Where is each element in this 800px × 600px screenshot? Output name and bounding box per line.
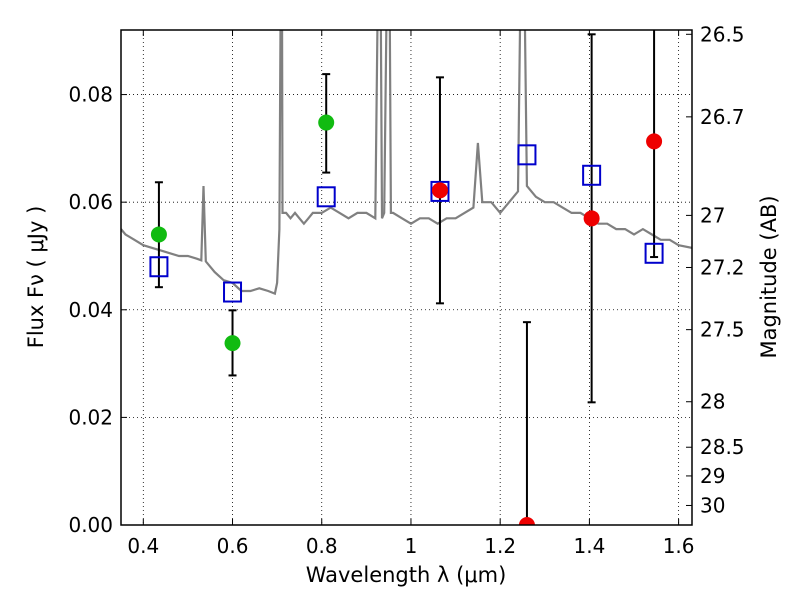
y-tick-label: 0.06 [68,190,113,214]
y-tick-label: 0.02 [68,405,113,429]
y-axis-ticks: 0.00 0.02 0.04 0.06 0.08 [68,83,127,537]
x-axis-ticks: 0.4 0.6 0.8 1 1.2 1.4 1.6 [127,30,695,558]
x-tick-label: 1.6 [663,534,695,558]
y2-tick-label: 28.5 [700,435,745,459]
x-tick-label: 0.4 [127,534,159,558]
x-axis-label: Wavelength λ (μm) [306,563,507,587]
model-square-marker [223,281,243,303]
y-axis-label: Flux Fν ( μJy ) [24,206,48,349]
model-square-marker [517,144,537,166]
spectrum-line [121,30,692,296]
y2-axis-ticks: 26.5 26.7 27 27.2 27.5 28 28.5 29 30 [686,22,745,517]
data-point-marker [646,133,663,150]
y2-tick-label: 28 [700,390,725,414]
x-tick-label: 1.2 [484,534,516,558]
spectrum-layer [121,30,692,296]
model-square-marker [582,164,602,186]
data-point-marker [518,517,535,525]
model-square-marker [149,256,169,278]
marker-layer [149,114,664,525]
model-square-marker [316,186,336,208]
model-square-marker [430,180,450,202]
y2-tick-label: 26.5 [700,22,745,46]
y2-tick-label: 26.7 [700,105,745,129]
plot-frame [120,29,693,526]
x-tick-label: 0.6 [217,534,249,558]
data-point-marker [583,210,600,227]
y-tick-label: 0.04 [68,298,113,322]
grid-lines [121,30,692,526]
data-point-marker [318,114,335,131]
y-tick-label: 0.08 [68,83,113,107]
y2-tick-label: 27 [700,203,725,227]
x-tick-label: 0.8 [306,534,338,558]
y2-tick-label: 27.2 [700,255,745,279]
data-point-marker [150,226,167,243]
y2-tick-label: 30 [700,493,725,517]
y-tick-label: 0.00 [68,513,113,537]
x-tick-label: 1.4 [573,534,605,558]
x-tick-label: 1 [405,534,418,558]
data-point-marker [224,335,241,352]
y2-tick-label: 29 [700,464,725,488]
y2-axis-label: Magnitude (AB) [757,195,781,358]
model-square-marker [644,242,664,264]
errorbar-layer [154,30,659,525]
data-point-marker [431,182,448,199]
y2-tick-label: 27.5 [700,318,745,342]
